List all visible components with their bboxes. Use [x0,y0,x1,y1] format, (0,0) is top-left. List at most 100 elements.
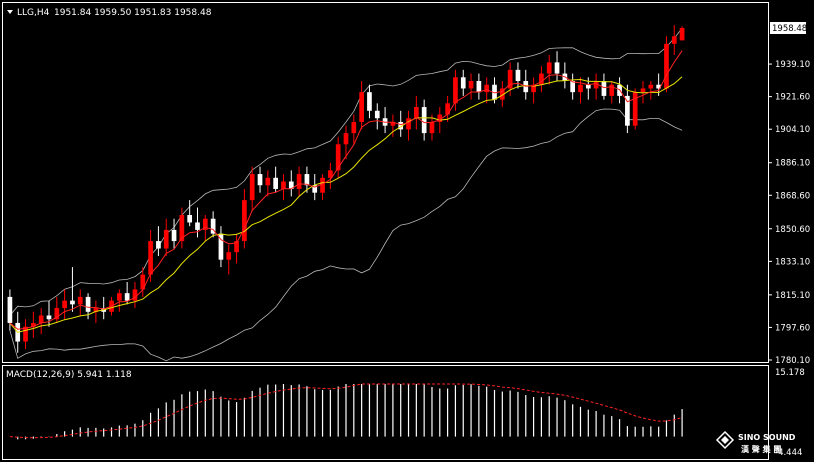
candle-body [585,84,591,89]
symbol-label: LLG,H4 [17,8,50,18]
price-tick-label: 1815.10 [775,291,810,301]
macd-signal-path [9,383,683,439]
candle-body [335,144,341,171]
candle-body [218,233,224,260]
candle-body [7,296,13,323]
price-tick-label: 1904.10 [775,125,810,135]
candle-body [156,241,161,249]
candle-body [398,121,404,130]
price-tick-label: 1850.60 [775,225,810,235]
candle-body [234,241,239,253]
price-tick-label: 1868.60 [775,191,810,201]
fast-ma-line [9,50,683,330]
candle-body [187,215,193,223]
candle-body [249,174,255,201]
candle-body [93,308,99,312]
candle-body [429,121,435,134]
candle-body [578,84,583,93]
candle-body [31,322,36,327]
candle-body [312,185,318,193]
logo-diamond-icon [715,430,735,450]
candle-body [664,43,669,89]
candle-body [351,121,357,134]
candle-body [570,81,576,93]
macd-max-label: 15.178 [775,368,805,378]
candle-body [640,88,646,93]
candle-body [163,229,169,249]
symbol-dropdown-icon[interactable] [7,10,13,14]
candle-body [179,215,185,242]
macd-histogram [17,384,683,440]
price-tick-label: 1780.10 [775,356,810,366]
macd-label: MACD(12,26,9) 5.941 1.118 [6,370,132,380]
price-tick-label: 1797.60 [775,323,810,333]
logo-diamond-inner-icon [721,436,729,444]
candle-body [546,62,552,74]
candle-body [625,95,630,126]
candle-body [116,293,122,301]
candle-body [195,222,200,230]
candle-body [406,118,411,130]
candle-body [343,133,349,145]
candle-body [70,300,75,305]
candle-body [468,81,474,89]
candle-body [484,84,490,93]
candle-body [437,114,443,122]
candle-body [132,289,138,301]
logo-text-en: SINO SOUND [738,433,796,442]
candle-body [460,77,466,89]
candle-body [62,300,67,309]
candle-body [515,69,521,82]
candle-body [374,110,380,119]
price-tick-label: 1921.60 [775,93,810,103]
candle-body [632,92,638,126]
candle-body [367,92,372,111]
candle-body [257,174,263,186]
candle-body [77,296,83,305]
ohlc-readout: 1951.84 1959.50 1951.83 1958.48 [54,8,212,18]
candle-body [507,69,513,89]
sino-sound-logo: SINO SOUND 漢 聲 集 團 [715,430,796,454]
price-tick-label: 1886.10 [775,159,810,169]
bollinger-upper [9,28,683,316]
candle-body [359,92,364,122]
price-pane-frame [2,2,769,363]
candle-body [453,77,458,104]
candle-body [656,84,661,89]
candle-body [445,103,450,115]
candlestick-series [7,25,685,353]
candle-body [38,315,44,323]
moving-averages [9,50,683,333]
current-price-box [770,22,806,34]
candle-body [23,326,28,342]
candle-body [265,177,271,186]
candle-body [554,62,560,74]
candle-body [531,84,536,93]
candle-body [593,81,599,89]
bollinger-lower [9,108,683,362]
candle-body [171,229,177,242]
candle-body [46,315,52,320]
candle-body [148,241,153,275]
price-axis: 1939.10 1921.60 1904.10 1886.10 1868.60 1850.… [768,60,810,366]
candle-body [601,81,607,96]
current-price-label: 1958.48 [772,24,807,34]
candle-body [320,177,325,193]
candle-body [281,181,286,189]
candle-body [140,274,146,290]
candle-body [54,308,60,320]
macd-signal-line [9,383,683,439]
candle-body [226,252,232,260]
candle-body [648,84,654,89]
logo-text-zh: 漢 聲 集 團 [741,444,781,454]
candle-body [421,107,427,134]
candle-body [124,293,130,301]
candle-body [242,200,247,242]
candle-body [492,84,497,100]
candle-body [679,28,685,41]
slow-ma-line [9,76,683,333]
candle-body [296,174,302,189]
candle-body [273,177,278,189]
